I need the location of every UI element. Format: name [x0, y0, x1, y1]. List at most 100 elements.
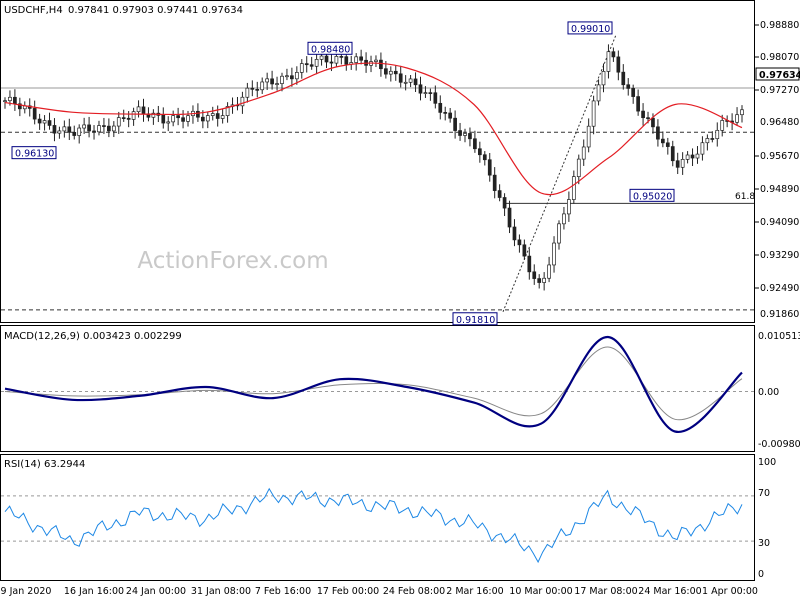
price-tick: 0.93290 — [760, 250, 799, 261]
time-tick: 31 Jan 08:00 — [191, 586, 251, 597]
candle-body — [586, 125, 591, 148]
candle-body — [309, 64, 314, 67]
candle-body — [720, 120, 725, 131]
candle-body — [201, 116, 205, 122]
candle-body — [161, 114, 166, 124]
price-callout-label: 0.99010 — [571, 24, 610, 35]
candle-body — [141, 106, 146, 115]
price-panel — [0, 0, 755, 323]
candle-body — [388, 70, 393, 75]
price-tick: 0.98070 — [760, 52, 799, 63]
candle-body — [522, 244, 527, 257]
time-tick: 16 Jan 16:00 — [64, 586, 124, 597]
candle-body — [458, 130, 462, 136]
candle-body — [102, 125, 106, 127]
symbol-label: USDCHF,H4 — [4, 5, 63, 16]
candle-body — [121, 117, 126, 119]
candle-body — [37, 118, 42, 124]
candle-body — [438, 102, 443, 113]
candle-body — [97, 125, 101, 133]
time-tick: 17 Mar 08:00 — [574, 586, 637, 597]
candle-body — [542, 277, 546, 283]
price-callout-label: 0.98480 — [311, 44, 350, 55]
rsi-header: RSI(14) 63.2944 — [4, 459, 85, 470]
candle-body — [502, 197, 507, 209]
candle-body — [92, 130, 96, 133]
candle-body — [245, 87, 250, 98]
candle-body — [601, 71, 606, 86]
candle-body — [408, 78, 413, 83]
candle-body — [215, 113, 220, 119]
price-callout-label: 0.95020 — [633, 191, 672, 202]
candle-body — [468, 133, 472, 140]
candle-body — [398, 73, 403, 83]
candle-body — [116, 117, 121, 127]
candle-body — [428, 92, 433, 94]
price-callout-box — [567, 21, 613, 35]
candle-body — [196, 110, 200, 118]
candle-body — [651, 117, 655, 128]
candle-body — [700, 142, 705, 155]
candle-body — [220, 115, 225, 119]
fib-trend-line — [502, 34, 617, 312]
candle-body — [715, 129, 720, 140]
candle-body — [517, 239, 522, 246]
price-tick: 0.97270 — [760, 85, 799, 96]
time-tick: 7 Feb 16:00 — [255, 586, 311, 597]
candle-body — [275, 83, 279, 85]
candle-body — [126, 117, 131, 120]
candle-body — [482, 154, 487, 161]
candle-body — [379, 59, 383, 70]
time-tick: 24 Jan 00:00 — [126, 586, 186, 597]
candle-body — [17, 103, 22, 110]
candle-body — [210, 113, 215, 116]
candle-body — [537, 278, 542, 283]
candle-body — [433, 92, 438, 104]
candle-body — [413, 78, 418, 86]
candle-body — [571, 176, 576, 200]
price-tick: 0.91860 — [760, 309, 799, 320]
macd-line — [4, 335, 743, 433]
candle-body — [62, 126, 67, 132]
candle-body — [581, 146, 586, 160]
candle-body — [285, 75, 289, 78]
macd-tick: -0.009804 — [758, 439, 800, 450]
candle-body — [403, 81, 408, 84]
candle-body — [626, 84, 631, 89]
candle-body — [82, 124, 86, 129]
watermark: ActionForex.com — [137, 248, 328, 274]
candle-body — [205, 115, 210, 122]
candle-body — [384, 68, 388, 75]
candle-body — [67, 126, 72, 133]
candle-body — [42, 120, 47, 124]
candle-body — [107, 125, 111, 132]
candle-body — [111, 125, 116, 132]
candle-body — [675, 160, 680, 168]
candle-body — [695, 153, 700, 159]
candle-body — [616, 56, 621, 73]
price-callout-box — [452, 312, 498, 326]
candle-body — [512, 226, 517, 241]
price-tick: 0.98880 — [760, 20, 799, 31]
fib-level-label: 61.8 — [735, 192, 755, 202]
candle-body — [250, 87, 255, 90]
time-tick: 24 Feb 08:00 — [383, 586, 445, 597]
candle-body — [636, 96, 640, 112]
candle-body — [176, 115, 180, 119]
candle-body — [448, 112, 453, 119]
candle-body — [453, 117, 457, 131]
candle-body — [294, 72, 299, 80]
candle-body — [552, 242, 556, 266]
time-tick: 17 Feb 00:00 — [317, 586, 379, 597]
candle-body — [656, 126, 660, 140]
candle-body — [87, 124, 91, 132]
candle-body — [710, 138, 715, 140]
candle-body — [131, 111, 136, 120]
rsi-tick: 100 — [758, 457, 776, 468]
candle-body — [641, 110, 645, 119]
macd-panel — [0, 325, 755, 452]
candle-body — [354, 56, 359, 63]
indicator-lines — [4, 62, 743, 564]
